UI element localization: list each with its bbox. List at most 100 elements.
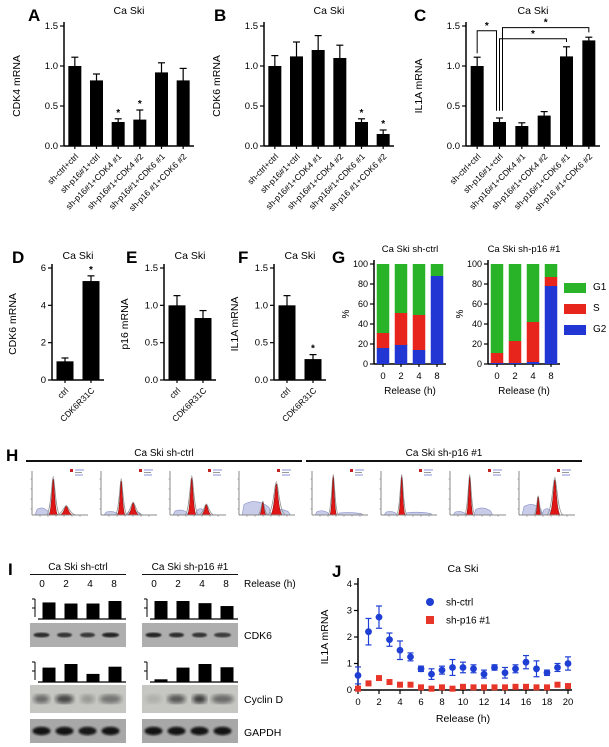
svg-text:4: 4	[397, 697, 402, 708]
cdk6-quant-bars-shctrl	[32, 598, 126, 620]
panel-j: J Ca Ski 0 1 2 3 4 0 2 4 6 8 10 12 14 16 18 20 IL1A mRNA R…	[318, 558, 609, 747]
svg-text:Release (h): Release (h)	[498, 386, 550, 397]
release-label: Release (h)	[244, 579, 296, 590]
svg-text:2: 2	[41, 338, 46, 349]
lane-number: 8	[111, 579, 117, 590]
svg-text:1.0: 1.0	[45, 61, 58, 72]
svg-text:1.0: 1.0	[145, 300, 158, 311]
group-rule	[306, 460, 582, 462]
svg-text:*: *	[544, 18, 548, 29]
svg-text:60: 60	[472, 299, 482, 309]
svg-text:Release (h): Release (h)	[436, 713, 490, 725]
svg-text:CDK4 mRNA: CDK4 mRNA	[11, 55, 23, 117]
panel-h: H Ca Ski sh-ctrl Ca Ski sh-p16 #1	[0, 442, 609, 556]
svg-text:1.0: 1.0	[255, 300, 268, 311]
svg-text:100: 100	[467, 259, 482, 269]
svg-text:0: 0	[477, 359, 482, 369]
flow-histogram	[310, 469, 368, 517]
svg-text:2: 2	[347, 632, 352, 643]
panel-e-letter: E	[126, 248, 138, 267]
svg-text:8: 8	[439, 697, 444, 708]
svg-text:1.5: 1.5	[45, 21, 58, 32]
svg-text:8: 8	[548, 371, 553, 382]
svg-text:0.5: 0.5	[245, 101, 258, 112]
panel-g: G Ca Ski sh-ctrl 0 20 40 60 80 100% 0 2 4 8 Release…	[332, 238, 609, 440]
legend-item-g1: G1	[564, 282, 606, 293]
svg-text:0.0: 0.0	[45, 141, 58, 152]
svg-text:0: 0	[347, 685, 352, 696]
svg-text:1.0: 1.0	[447, 61, 460, 72]
flow-group-shctrl: Ca Ski sh-ctrl	[26, 448, 302, 523]
svg-text:1: 1	[347, 659, 352, 670]
panel-g-stacked-chart-shp16: Ca Ski sh-p16 #1 0 20 40 60 80 100% 0 2 4 8 Release…	[455, 244, 561, 397]
svg-text:*: *	[138, 99, 142, 110]
lane-number: 4	[87, 579, 93, 590]
svg-text:Ca Ski sh-p16 #1: Ca Ski sh-p16 #1	[488, 244, 561, 255]
cdk6-blot-shctrl	[30, 623, 126, 647]
g2-swatch	[564, 324, 586, 335]
cyclind-blot-shctrl	[30, 685, 126, 713]
flow-histogram	[237, 469, 295, 517]
legend-item-s: S	[564, 303, 606, 314]
gapdh-blot-shctrl	[30, 719, 126, 743]
svg-text:0: 0	[363, 359, 368, 369]
s-swatch	[564, 303, 586, 314]
svg-text:*: *	[89, 265, 93, 276]
svg-text:4: 4	[416, 371, 421, 382]
panel-c: C 0.0 0.5 1.0 1.5 Ca Ski IL1A mRNA sh-ctrl+ctr…	[400, 0, 609, 234]
svg-text:Ca Ski: Ca Ski	[114, 5, 145, 17]
svg-text:*: *	[360, 108, 364, 119]
svg-text:6: 6	[418, 697, 423, 708]
flow-histogram	[379, 469, 437, 517]
svg-text:*: *	[531, 29, 535, 40]
svg-text:CDK6 mRNA: CDK6 mRNA	[211, 55, 223, 117]
cdk6-blot-shp16	[142, 623, 238, 647]
cyclind-quant-bars-shp16	[144, 661, 238, 683]
panel-j-letter: J	[332, 562, 342, 581]
svg-text:IL1A mRNA: IL1A mRNA	[413, 59, 425, 114]
s-label: S	[593, 303, 600, 314]
lane-number: 4	[199, 579, 205, 590]
svg-text:4: 4	[347, 579, 352, 590]
lane-number: 8	[223, 579, 229, 590]
g1-label: G1	[593, 282, 607, 293]
g1-swatch	[564, 282, 586, 293]
g2-label: G2	[593, 324, 607, 335]
svg-text:Release (h): Release (h)	[384, 386, 436, 397]
flow-histogram	[168, 469, 226, 517]
lane-number: 0	[151, 579, 157, 590]
svg-text:1.5: 1.5	[255, 263, 268, 274]
flow-group-shp16-title: Ca Ski sh-p16 #1	[405, 448, 483, 459]
svg-text:40: 40	[358, 319, 368, 329]
svg-text:40: 40	[472, 319, 482, 329]
svg-text:ctrl: ctrl	[277, 385, 292, 400]
svg-text:60: 60	[358, 299, 368, 309]
svg-text:0.5: 0.5	[447, 101, 460, 112]
panel-a-letter: A	[28, 6, 41, 25]
svg-text:CDK6 mRNA: CDK6 mRNA	[7, 293, 19, 355]
svg-text:1.5: 1.5	[245, 21, 258, 32]
svg-text:ctrl: ctrl	[55, 385, 70, 400]
flow-histograms-shp16	[306, 465, 582, 523]
flow-histogram	[99, 469, 157, 517]
svg-text:12: 12	[479, 697, 490, 708]
svg-text:4: 4	[41, 300, 46, 311]
svg-text:0: 0	[380, 371, 385, 382]
cyclind-row-label: Cyclin D	[244, 694, 284, 706]
lane-number: 0	[39, 579, 45, 590]
svg-text:2: 2	[398, 371, 403, 382]
svg-text:0.0: 0.0	[447, 141, 460, 152]
lane-number: 2	[63, 579, 69, 590]
flow-histogram	[30, 469, 88, 517]
panel-g-letter: G	[332, 248, 346, 267]
svg-text:*: *	[485, 21, 489, 32]
flow-histogram	[448, 469, 506, 517]
flow-group-shp16: Ca Ski sh-p16 #1	[306, 448, 582, 523]
panel-c-letter: C	[414, 6, 427, 25]
gapdh-row-label: GAPDH	[244, 727, 282, 739]
svg-text:Ca Ski: Ca Ski	[175, 250, 206, 262]
